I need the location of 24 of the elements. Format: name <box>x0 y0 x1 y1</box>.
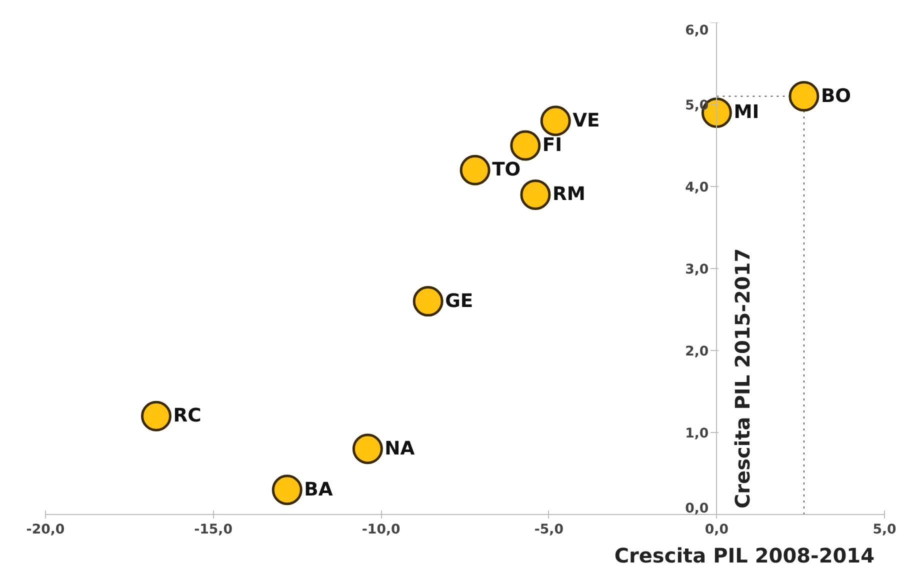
annotation: FI <box>542 135 562 156</box>
x-tick-label: 0,0 <box>704 522 729 538</box>
annotation: RC <box>173 406 202 427</box>
y-tick-label: 0,0 <box>685 502 709 516</box>
y-tick-label: 1,0 <box>685 426 709 442</box>
annotation: MI <box>734 102 760 124</box>
annotation: BA <box>304 479 334 500</box>
annotation: TO <box>492 160 521 181</box>
x-tick-label: -15,0 <box>194 522 233 538</box>
y-tick-label: 6,0 <box>685 24 709 38</box>
x-tick-label: -10,0 <box>362 522 400 538</box>
annotation: NA <box>384 438 416 460</box>
x-axis-title: Crescita PIL 2008-2014 <box>614 544 875 568</box>
x-tick-label: 5,0 <box>872 522 896 538</box>
annotation: GE <box>445 290 474 312</box>
annotation: BO <box>820 86 852 107</box>
annotation: VE <box>572 110 600 132</box>
x-tick-label: -5,0 <box>534 522 564 538</box>
annotation: RM <box>552 184 586 206</box>
y-tick-label: 3,0 <box>685 262 709 278</box>
y-axis-title: Crescita PIL 2015-2017 <box>730 248 755 508</box>
x-tick-label: -20,0 <box>26 522 65 538</box>
y-tick-label: 4,0 <box>685 180 709 196</box>
y-tick-label: 2,0 <box>685 344 709 360</box>
